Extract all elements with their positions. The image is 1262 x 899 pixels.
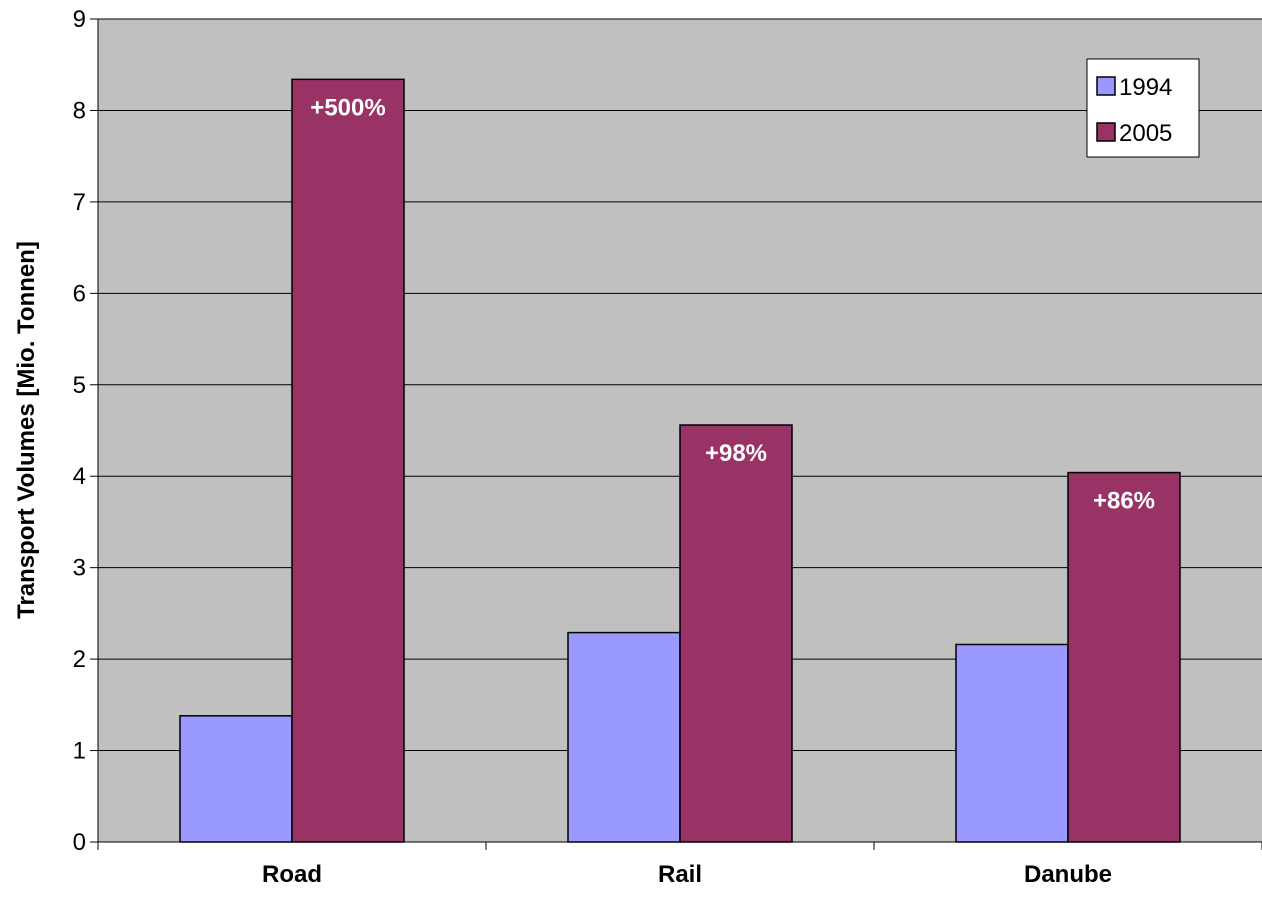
y-tick-label: 4 (73, 463, 86, 490)
y-tick-label: 0 (73, 829, 86, 856)
x-tick-labels: Road Rail Danube (262, 861, 1112, 888)
y-tick-label: 3 (73, 555, 86, 582)
axes (90, 18, 1262, 850)
x-tick-label-road: Road (262, 861, 322, 888)
x-tick-label-danube: Danube (1024, 861, 1112, 888)
bar-rail-1994 (567, 631, 681, 843)
y-axis-title: Transport Volumes [Mio. Tonnen] (13, 241, 40, 619)
x-tick-label-rail: Rail (658, 861, 702, 888)
bars (179, 78, 1181, 843)
data-label-road: +500% (310, 94, 385, 121)
legend-label-1994: 1994 (1119, 74, 1172, 101)
y-tick-label: 9 (73, 6, 86, 33)
bar-road-2005 (291, 78, 405, 843)
bar-road-1994 (179, 715, 293, 843)
legend: 1994 2005 (1086, 58, 1200, 158)
y-tick-label: 6 (73, 280, 86, 307)
data-label-rail: +98% (705, 440, 767, 467)
data-label-danube: +86% (1093, 488, 1155, 515)
bar-danube-1994 (955, 643, 1069, 843)
data-labels: +500% +98% +86% (310, 94, 1155, 514)
y-tick-label: 1 (73, 738, 86, 765)
bar-danube-2005 (1067, 471, 1181, 843)
legend-swatch-1994 (1096, 76, 1116, 96)
y-tick-label: 8 (73, 97, 86, 124)
y-tick-label: 5 (73, 372, 86, 399)
legend-swatch-2005 (1096, 122, 1116, 142)
y-tick-label: 7 (73, 189, 86, 216)
bar-rail-2005 (679, 424, 793, 843)
legend-label-2005: 2005 (1119, 120, 1172, 147)
y-tick-labels: 0 1 2 3 4 5 6 7 8 9 (73, 6, 86, 856)
y-tick-label: 2 (73, 646, 86, 673)
